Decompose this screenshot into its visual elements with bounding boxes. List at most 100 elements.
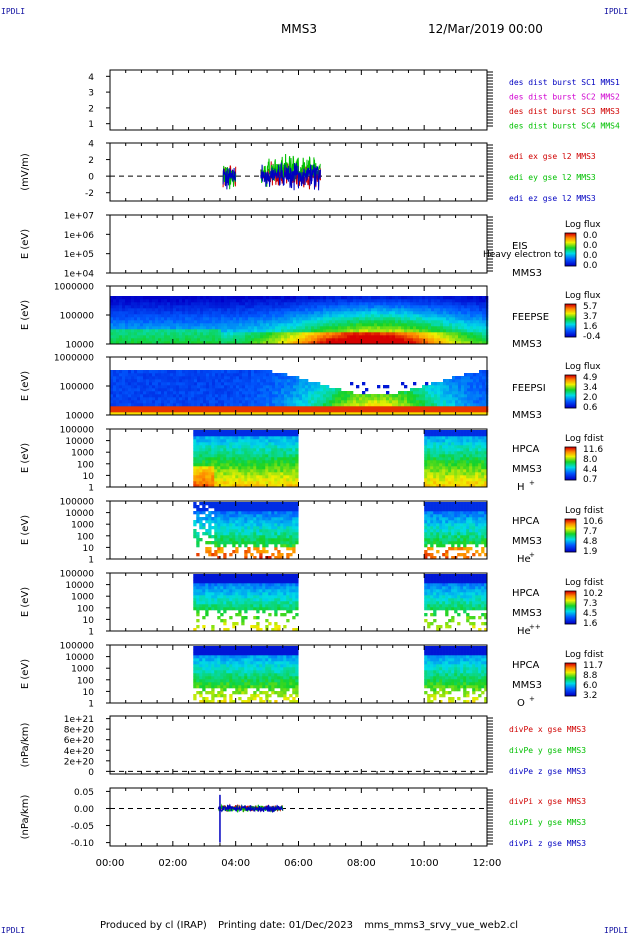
y-tick-label: 10000 (65, 412, 94, 422)
x-tick-label: 04:00 (221, 858, 250, 869)
charge-label: + (529, 695, 535, 703)
spacecraft-label: MMS3 (512, 536, 542, 547)
spacecraft-label: MMS3 (512, 268, 542, 279)
spacecraft-label: MMS3 (512, 464, 542, 475)
colorbar: 10.67.74.81.9 (565, 517, 603, 557)
legend-entry: divPe z gse MMS3 (509, 767, 586, 776)
footer-printing-date: Printing date: 01/Dec/2023 (218, 920, 353, 931)
colorbar-title: Log fdist (565, 650, 604, 660)
y-tick-label: 1 (88, 120, 94, 130)
y-tick-label: 1 (88, 700, 94, 710)
legend-entry: divPe y gse MMS3 (509, 746, 586, 755)
colorbar-tick: 0.6 (583, 403, 598, 413)
panel-frame (110, 788, 487, 846)
footer: Produced by cl (IRAP) Printing date: 01/… (100, 920, 526, 931)
colorbar-tick: 0.0 (583, 241, 598, 251)
instrument-label: HPCA (512, 588, 540, 599)
y-tick-label: 10 (83, 472, 95, 482)
colorbar: 5.73.71.6-0.4 (565, 302, 601, 342)
footer-produced: Produced by cl (IRAP) (100, 920, 207, 931)
y-tick-label: 100 (77, 604, 94, 614)
spectrogram-cells (110, 370, 488, 415)
colorbar-tick: -0.4 (583, 332, 601, 342)
legend-entry: edi ez gse l2 MMS3 (509, 194, 596, 203)
y-axis-label: E (eV) (20, 443, 31, 473)
y-tick-label: 1000000 (54, 283, 94, 293)
colorbar: 10.27.34.51.6 (565, 589, 603, 629)
x-tick-label: 10:00 (410, 858, 439, 869)
colorbar-tick: 10.6 (583, 517, 603, 527)
panel-divpi: 0.050.00-0.05-0.10(nPa/km)divPi x gse MM… (20, 788, 586, 849)
species-label: H (517, 482, 525, 493)
colorbar-tick: 3.4 (583, 383, 598, 393)
spectrogram-cells (193, 574, 487, 631)
y-tick-label: 10000 (65, 341, 94, 351)
spectrogram-cells (193, 646, 487, 703)
colorbar-tick: 3.2 (583, 691, 597, 701)
colorbar-title: Log flux (565, 220, 601, 230)
spacecraft-label: MMS3 (512, 608, 542, 619)
spacecraft-label: MMS3 (512, 339, 542, 350)
spacecraft-label: MMS3 (512, 410, 542, 421)
colorbar-tick: 0.0 (583, 231, 598, 241)
y-axis-label: (mV/m) (20, 153, 31, 191)
spacecraft-label: MMS3 (512, 680, 542, 691)
legend-entry: des dist burst SC4 MMS4 (509, 122, 620, 131)
colorbar-tick: 4.4 (583, 465, 598, 475)
colorbar: 11.68.04.40.7 (565, 445, 603, 485)
instrument-label: HPCA (512, 444, 540, 455)
y-tick-label: 10 (83, 688, 95, 698)
colorbar-title: Log flux (565, 362, 601, 372)
y-tick-label: 100000 (60, 642, 95, 652)
colorbar-tick: 4.9 (583, 373, 598, 383)
legend-entry: des dist burst SC3 MMS3 (509, 107, 620, 116)
colorbar-tick: 10.2 (583, 589, 603, 599)
legend-entry: des dist burst SC2 MMS2 (509, 93, 620, 102)
y-axis-label: E (eV) (20, 659, 31, 689)
colorbar-tick: 11.7 (583, 661, 603, 671)
legend-entry: edi ey gse l2 MMS3 (509, 173, 596, 182)
instrument-label: HPCA (512, 660, 540, 671)
y-axis-label: E (eV) (20, 515, 31, 545)
colorbar-tick: 6.0 (583, 681, 598, 691)
spectrogram-cells (110, 296, 488, 344)
colorbar-tick: 4.5 (583, 609, 597, 619)
y-tick-label: 4 (88, 73, 94, 83)
y-tick-label: -2 (85, 189, 94, 199)
colorbar: 0.00.00.00.0 (565, 231, 598, 271)
y-tick-label: 1e+04 (64, 270, 95, 280)
colorbar-tick: 5.7 (583, 302, 597, 312)
colorbar-tick: 1.6 (583, 322, 598, 332)
y-tick-label: 1e+21 (64, 715, 94, 725)
y-tick-label: 1 (88, 556, 94, 566)
colorbar-tick: 7.7 (583, 527, 597, 537)
y-tick-label: 0 (88, 173, 94, 183)
y-tick-label: 1e+05 (64, 250, 94, 260)
colorbar-tick: 11.6 (583, 445, 603, 455)
legend-entry: divPi x gse MMS3 (509, 797, 586, 806)
colorbar-tick: 4.8 (583, 537, 598, 547)
y-tick-label: 100000 (60, 426, 95, 436)
colorbar: 11.78.86.03.2 (565, 661, 603, 701)
x-tick-label: 08:00 (347, 858, 376, 869)
colorbar-title: Log fdist (565, 506, 604, 516)
spectrogram-cells (193, 502, 487, 559)
instrument-label: HPCA (512, 516, 540, 527)
series-line (218, 805, 282, 813)
legend-entry: divPi y gse MMS3 (509, 818, 586, 827)
panel-frame (110, 215, 487, 273)
colorbar-tick: 0.0 (583, 261, 598, 271)
y-tick-label: 6e+20 (64, 736, 95, 746)
y-tick-label: 100000 (60, 312, 95, 322)
y-tick-label: 1000 (71, 593, 94, 603)
y-axis-label: (nPa/km) (20, 795, 31, 840)
y-tick-label: 10000 (65, 653, 94, 663)
